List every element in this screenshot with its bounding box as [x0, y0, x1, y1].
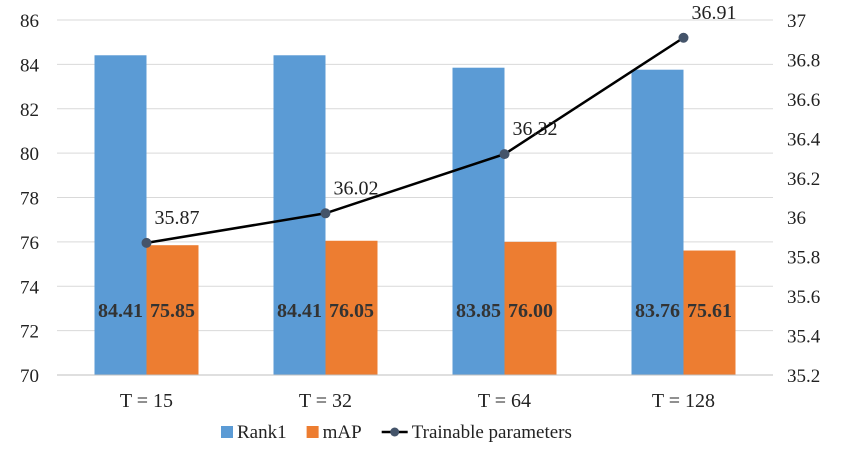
legend-label: mAP [323, 422, 362, 443]
y-right-tick-label: 35.6 [787, 287, 820, 308]
legend-marker [390, 427, 400, 437]
bar-map [504, 241, 557, 375]
bar-rank1 [452, 67, 505, 375]
bar-data-label: 84.41 [98, 300, 143, 322]
legend-swatch [306, 426, 319, 438]
x-category-label: T = 32 [299, 390, 352, 412]
trainable-parameters-line [146, 36, 685, 245]
line-point [141, 237, 152, 248]
bar-data-label: 84.41 [277, 300, 322, 322]
y-left-tick-label: 78 [20, 189, 39, 210]
y-right-tick-label: 36.6 [787, 90, 820, 111]
y-right-tick-label: 35.8 [787, 248, 820, 269]
line-point [499, 149, 510, 160]
bar-map [325, 240, 378, 375]
bar-map [146, 245, 199, 375]
y-right-tick-label: 35.4 [787, 327, 821, 348]
bar-data-label: 83.76 [635, 300, 680, 322]
line-point [320, 208, 331, 219]
x-category-label: T = 64 [478, 390, 531, 412]
legend-label: Trainable parameters [412, 422, 572, 443]
y-right-tick-label: 36.8 [787, 50, 820, 71]
y-right-tick-label: 37 [787, 11, 806, 32]
bar-data-label: 76.05 [329, 300, 374, 322]
y-right-tick-label: 36.2 [787, 169, 820, 190]
x-category-label: T = 15 [120, 390, 173, 412]
trainable-parameters-line-group: 35.87 36.02 36.32 36.91 [141, 2, 737, 248]
bar-data-label: 75.85 [150, 300, 195, 322]
y-right-tick-label: 36.4 [787, 129, 821, 150]
y-left-tick-label: 84 [20, 55, 40, 76]
bar-map [683, 250, 736, 375]
line-point [678, 32, 689, 43]
line-data-label: 36.32 [513, 118, 558, 140]
legend-swatch [221, 426, 233, 438]
bar-data-label: 83.85 [456, 300, 501, 322]
y-left-tick-label: 80 [20, 144, 39, 165]
bar-data-label: 75.61 [687, 300, 732, 322]
y-left-tick-label: 74 [20, 277, 40, 298]
bar-data-label: 76.00 [508, 300, 553, 322]
line-data-label: 35.87 [155, 207, 200, 229]
legend: Rank1 mAP Trainable parameters [221, 422, 572, 443]
bar-data-labels: 84.41 75.85 84.41 76.05 83.85 76.00 83.76 75.61 [98, 300, 732, 322]
y-left-tick-label: 76 [20, 233, 39, 254]
y-left-tick-label: 86 [20, 11, 39, 32]
line-data-label: 36.02 [334, 177, 379, 199]
y-right-tick-label: 36 [787, 208, 806, 229]
y-right-tick-label: 35.2 [787, 366, 820, 387]
x-category-label: T = 128 [652, 390, 715, 412]
y-left-tick-label: 82 [20, 100, 39, 121]
tick-labels: 70 72 74 76 78 80 82 84 86 35.2 35.4 35.6 35.8 36 36.2… [20, 11, 821, 412]
y-left-tick-label: 72 [20, 322, 39, 343]
bar-rank1 [94, 55, 147, 375]
bar-rank1 [631, 69, 684, 375]
line-data-label: 36.91 [692, 2, 737, 24]
y-left-tick-label: 70 [20, 366, 39, 387]
legend-label: Rank1 [237, 422, 287, 443]
bars [94, 55, 736, 375]
